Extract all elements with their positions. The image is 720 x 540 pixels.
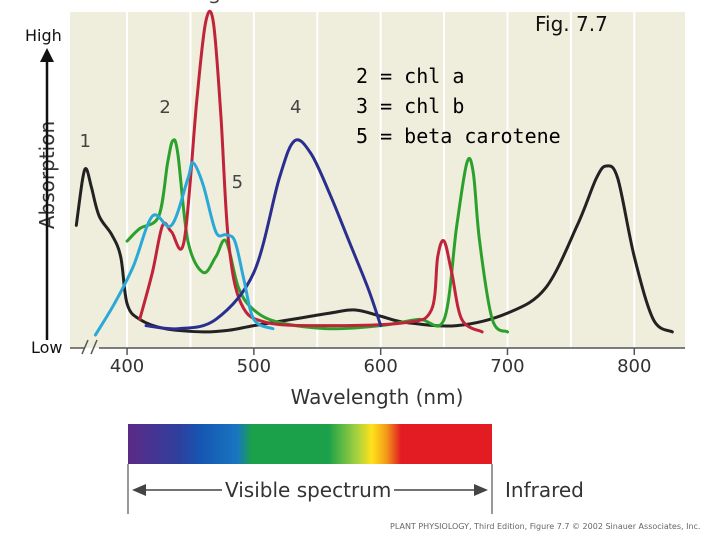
y-direction-arrowhead <box>40 48 54 62</box>
series-label-3: 3 <box>209 0 220 8</box>
visible-spectrum-label: Visible spectrum <box>222 478 395 502</box>
series-line-5 <box>93 161 275 337</box>
x-tick-label: 400 <box>110 356 144 377</box>
infrared-label: Infrared <box>505 478 584 502</box>
visible-arrow-right-head <box>474 484 488 496</box>
visible-spectrum-bar <box>128 424 492 464</box>
x-tick-label: 600 <box>363 356 397 377</box>
series-group <box>74 9 674 337</box>
series-label-5: 5 <box>232 172 243 193</box>
credit-line: PLANT PHYSIOLOGY, Third Edition, Figure … <box>390 522 701 531</box>
legend-key-chl-b: 3 = chl b <box>356 94 465 118</box>
x-tick-label: 700 <box>490 356 524 377</box>
series-line-3 <box>138 9 484 334</box>
legend-key-beta-carotene: 5 = beta carotene <box>356 124 561 148</box>
x-ticks: 400 500 600 700 800 <box>110 348 651 377</box>
x-tick-label: 800 <box>617 356 651 377</box>
visible-arrow-left-head <box>132 484 146 496</box>
series-label-2: 2 <box>159 97 170 118</box>
series-line-2 <box>125 138 509 334</box>
plot-background <box>70 12 685 348</box>
y-low-label: Low <box>31 338 63 357</box>
figure-label: Fig. 7.7 <box>535 12 608 36</box>
series-label-1: 1 <box>79 131 90 152</box>
axis-break-mark <box>81 339 98 355</box>
axes <box>70 339 685 355</box>
series-line-4 <box>144 138 383 331</box>
series-labels: 1 2 3 4 5 <box>79 0 301 193</box>
x-axis-label: Wavelength (nm) <box>291 385 464 409</box>
series-label-4: 4 <box>290 97 301 118</box>
x-tick-label: 500 <box>237 356 271 377</box>
y-high-label: High <box>25 26 62 45</box>
legend-key-chl-a: 2 = chl a <box>356 64 465 88</box>
series-line-1 <box>74 164 674 334</box>
